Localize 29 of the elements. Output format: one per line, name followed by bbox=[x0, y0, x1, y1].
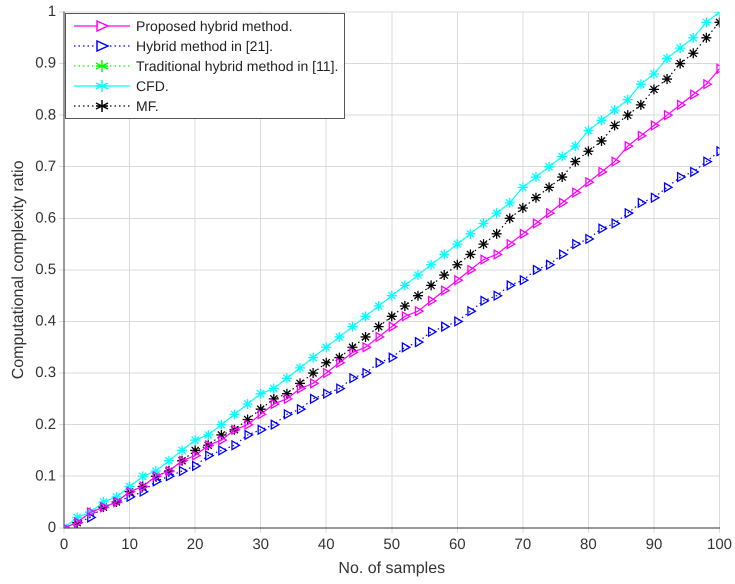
y-tick-label: 0.9 bbox=[35, 54, 56, 72]
x-tick-label: 100 bbox=[706, 536, 732, 553]
x-tick-label: 80 bbox=[580, 536, 597, 553]
legend-label: Traditional hybrid method in [11]. bbox=[136, 58, 338, 74]
x-tick-label: 40 bbox=[318, 536, 335, 553]
y-tick-label: 0.1 bbox=[35, 467, 56, 484]
y-tick-label: 0.8 bbox=[35, 106, 56, 124]
x-tick-label: 50 bbox=[383, 536, 400, 553]
y-tick-label: 0.4 bbox=[35, 312, 56, 330]
y-axis-title: Computational complexity ratio bbox=[10, 160, 28, 380]
x-tick-label: 60 bbox=[448, 536, 466, 553]
legend-label: Hybrid method in [21]. bbox=[136, 38, 274, 54]
y-tick-label: 0 bbox=[48, 518, 56, 536]
y-tick-label: 0.7 bbox=[35, 158, 56, 175]
legend-label: Proposed hybrid method. bbox=[136, 18, 292, 34]
x-tick-label: 90 bbox=[646, 536, 662, 553]
x-tick-label: 70 bbox=[514, 536, 532, 553]
y-tick-label: 0.3 bbox=[35, 364, 56, 382]
y-tick-label: 1 bbox=[48, 3, 56, 20]
y-tick-label: 0.2 bbox=[35, 416, 56, 433]
y-tick-label: 0.5 bbox=[35, 261, 56, 278]
x-tick-label: 30 bbox=[252, 536, 270, 553]
y-tick-label: 0.6 bbox=[35, 209, 56, 226]
legend-label: MF. bbox=[136, 98, 159, 114]
x-tick-label: 10 bbox=[121, 536, 138, 553]
legend-label: CFD. bbox=[136, 78, 169, 94]
x-tick-label: 0 bbox=[60, 536, 68, 553]
x-tick-label: 20 bbox=[186, 536, 204, 553]
x-axis-title: No. of samples bbox=[338, 560, 446, 577]
